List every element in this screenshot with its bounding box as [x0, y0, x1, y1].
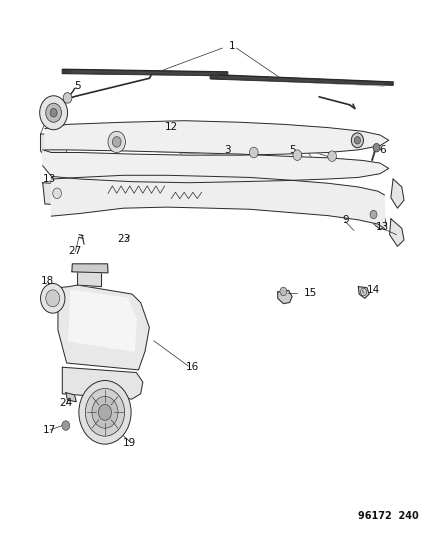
Circle shape — [62, 421, 70, 430]
Text: 13: 13 — [375, 222, 389, 232]
Polygon shape — [41, 134, 69, 160]
Text: 27: 27 — [68, 246, 81, 256]
Circle shape — [79, 381, 131, 444]
Text: 18: 18 — [40, 276, 54, 286]
Polygon shape — [78, 272, 102, 287]
Text: 96172  240: 96172 240 — [358, 511, 419, 521]
Circle shape — [280, 287, 287, 296]
Polygon shape — [51, 175, 385, 228]
Circle shape — [46, 103, 61, 122]
Polygon shape — [210, 75, 393, 85]
Circle shape — [63, 93, 72, 103]
Polygon shape — [278, 290, 292, 304]
Text: 17: 17 — [42, 425, 56, 435]
Polygon shape — [66, 393, 76, 402]
Text: 12: 12 — [165, 122, 178, 132]
Text: 15: 15 — [304, 288, 317, 298]
Polygon shape — [62, 367, 143, 399]
Polygon shape — [69, 290, 136, 351]
Circle shape — [108, 131, 125, 152]
Circle shape — [46, 290, 60, 307]
Text: 16: 16 — [186, 362, 200, 372]
Text: 14: 14 — [367, 285, 380, 295]
Text: 9: 9 — [342, 215, 349, 225]
Text: 23: 23 — [117, 234, 131, 244]
Circle shape — [85, 389, 124, 436]
Text: 4: 4 — [49, 97, 56, 107]
Text: 4: 4 — [355, 137, 362, 147]
Polygon shape — [367, 203, 387, 229]
Circle shape — [53, 188, 61, 199]
Circle shape — [50, 109, 57, 117]
Polygon shape — [390, 219, 404, 246]
Polygon shape — [58, 285, 149, 370]
Circle shape — [99, 405, 112, 420]
Circle shape — [370, 211, 377, 219]
Polygon shape — [358, 287, 369, 298]
Text: 5: 5 — [74, 81, 81, 91]
Text: 19: 19 — [123, 438, 136, 448]
Circle shape — [41, 284, 65, 313]
Polygon shape — [62, 69, 228, 76]
Text: 13: 13 — [42, 174, 56, 184]
Polygon shape — [391, 179, 404, 208]
Circle shape — [40, 96, 67, 130]
Circle shape — [113, 136, 121, 147]
Text: 6: 6 — [379, 145, 385, 155]
Text: 1: 1 — [229, 42, 235, 52]
Circle shape — [250, 147, 258, 158]
Circle shape — [373, 143, 380, 152]
Polygon shape — [43, 183, 73, 206]
Text: 24: 24 — [59, 398, 72, 408]
Text: 3: 3 — [224, 145, 231, 155]
Circle shape — [354, 136, 360, 144]
Circle shape — [351, 133, 364, 148]
Circle shape — [92, 397, 118, 428]
Polygon shape — [72, 264, 108, 273]
Circle shape — [293, 150, 302, 160]
Circle shape — [328, 151, 336, 161]
Polygon shape — [43, 120, 389, 183]
Text: 5: 5 — [290, 145, 296, 155]
